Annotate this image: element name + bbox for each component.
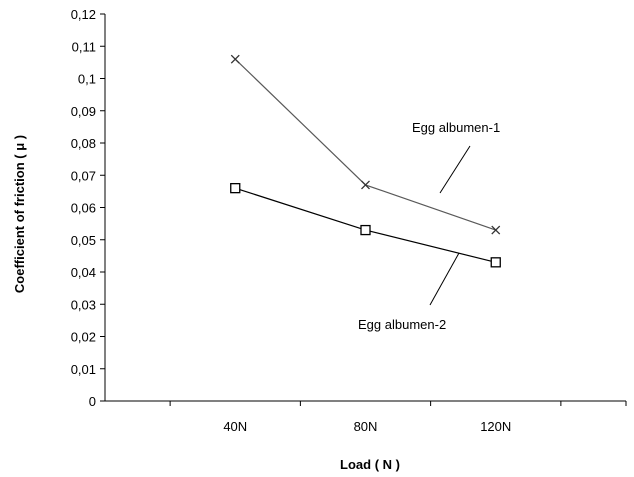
series-2 xyxy=(230,182,501,268)
y-tick-label: 0,01 xyxy=(71,362,96,377)
y-tick-label: 0 xyxy=(89,394,96,409)
y-tick-label: 0,02 xyxy=(71,330,96,345)
annotation-leader xyxy=(429,252,460,306)
x-marker-stroke xyxy=(491,225,501,235)
x-marker xyxy=(230,54,240,64)
y-tick-label: 0,05 xyxy=(71,233,96,248)
y-tick-label: 0,08 xyxy=(71,136,96,151)
x-tick-label: 80N xyxy=(354,419,378,434)
y-tick-label: 0,11 xyxy=(72,39,96,54)
axes xyxy=(104,14,626,402)
square-marker xyxy=(360,224,371,236)
annotation-label: Egg albumen-1 xyxy=(412,120,500,135)
series xyxy=(230,54,501,268)
y-tick-label: 0,12 xyxy=(71,7,96,22)
series-1 xyxy=(230,54,501,235)
square-marker xyxy=(490,257,501,268)
y-tick-label: 0,09 xyxy=(71,104,96,119)
y-axis-title: Coefficient of friction ( μ ) xyxy=(12,135,27,293)
annotation-label: Egg albumen-2 xyxy=(358,317,446,332)
y-tick-label: 0,07 xyxy=(71,168,96,183)
y-tick-label: 0,04 xyxy=(71,265,96,280)
x-tick-label: 120N xyxy=(480,419,511,434)
square-marker xyxy=(230,182,241,194)
x-marker xyxy=(361,180,370,190)
x-marker-stroke xyxy=(230,54,240,64)
y-ticks: 0 0,01 0,02 0,03 0,04 0,05 0,06 0,07 0,08 0,09 0,1… xyxy=(71,7,105,409)
annotation-leader xyxy=(439,145,471,194)
x-marker xyxy=(491,225,501,235)
x-marker-stroke xyxy=(361,180,370,190)
x-ticks: 40N 80N 120N xyxy=(169,401,627,434)
series-line xyxy=(234,58,496,231)
x-axis-title: Load ( N ) xyxy=(340,457,400,472)
y-tick-label: 0,06 xyxy=(71,201,96,216)
y-tick-label: 0,1 xyxy=(78,72,96,87)
y-tick-label: 0,03 xyxy=(71,297,96,312)
x-tick-label: 40N xyxy=(223,419,247,434)
annotations: Egg albumen-1 Egg albumen-2 xyxy=(358,120,500,332)
